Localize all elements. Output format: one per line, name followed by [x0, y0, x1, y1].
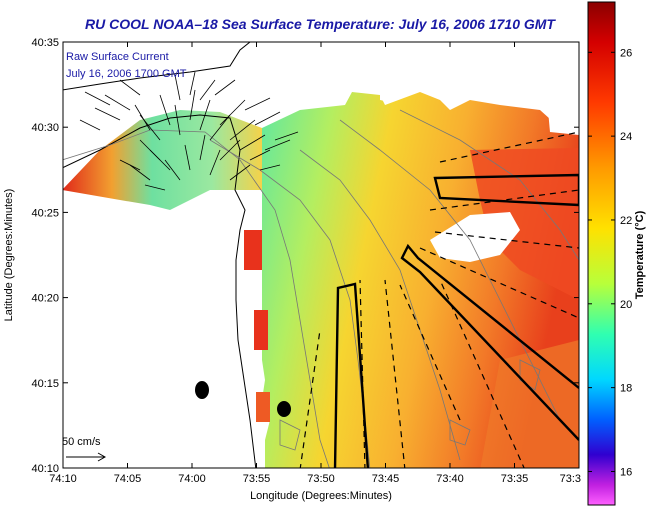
colorbar-tick-label: 16 — [620, 466, 632, 478]
y-tick-label: 40:20 — [31, 293, 59, 305]
y-axis-label: Latitude (Degrees:Minutes) — [3, 189, 15, 322]
x-tick-label: 74:10 — [49, 473, 77, 485]
x-tick-label: 73:55 — [243, 473, 271, 485]
cloud-mask — [548, 108, 579, 135]
x-axis-label: Longitude (Degrees:Minutes) — [250, 490, 392, 502]
x-tick-label: 73:45 — [372, 473, 400, 485]
coastline — [63, 114, 257, 468]
y-tick-label: 40:30 — [31, 122, 59, 134]
y-axis-ticks: 40:35 40:30 40:25 40:20 40:15 40:10 — [31, 37, 579, 475]
scale-label: 50 cm/s — [62, 436, 101, 448]
warm-patch-southeast — [480, 340, 579, 468]
colorbar-ticks: 26 24 22 20 18 16 — [588, 47, 632, 478]
annotation-line-2: July 16, 2006 1700 GMT — [66, 68, 187, 80]
x-tick-label: 73:50 — [307, 473, 335, 485]
x-tick-label: 73:40 — [436, 473, 464, 485]
colorbar-tick-label: 20 — [620, 299, 632, 311]
colorbar — [587, 1, 616, 506]
x-axis-ticks: 74:10 74:05 74:00 73:55 73:50 73:45 73:40 73:35… — [49, 42, 581, 485]
coastal-patch — [256, 392, 270, 422]
warm-patch-east — [470, 148, 579, 300]
colorbar-tick-label: 18 — [620, 383, 632, 395]
y-tick-label: 40:15 — [31, 378, 59, 390]
x-tick-label: 74:00 — [178, 473, 206, 485]
transect-boxes — [333, 173, 579, 468]
y-tick-label: 40:10 — [31, 463, 59, 475]
x-tick-label: 73:35 — [501, 473, 529, 485]
colorbar-label: Temperature (°C) — [634, 210, 646, 299]
station-marker — [277, 401, 291, 417]
colorbar-tick-label: 22 — [620, 215, 632, 227]
cloud-mask — [380, 92, 390, 102]
x-tick-label: 73:3 — [560, 473, 581, 485]
y-tick-label: 40:35 — [31, 37, 59, 49]
annotation-line-1: Raw Surface Current — [66, 51, 169, 63]
x-tick-label: 74:05 — [114, 473, 142, 485]
map-title: RU COOL NOAA–18 Sea Surface Temperature:… — [85, 16, 555, 32]
transect-dashed-lines — [299, 131, 579, 468]
sst-patch-northwest — [63, 110, 262, 210]
current-vectors — [79, 71, 299, 191]
coastal-patch — [254, 310, 268, 350]
colorbar-tick-label: 26 — [620, 47, 632, 59]
coastal-patch — [244, 230, 262, 270]
coastline — [63, 42, 251, 91]
colorbar-tick-label: 24 — [620, 131, 632, 143]
y-tick-label: 40:25 — [31, 207, 59, 219]
station-marker — [195, 381, 209, 399]
scale-arrow — [66, 452, 107, 462]
cloud-mask — [430, 212, 520, 262]
